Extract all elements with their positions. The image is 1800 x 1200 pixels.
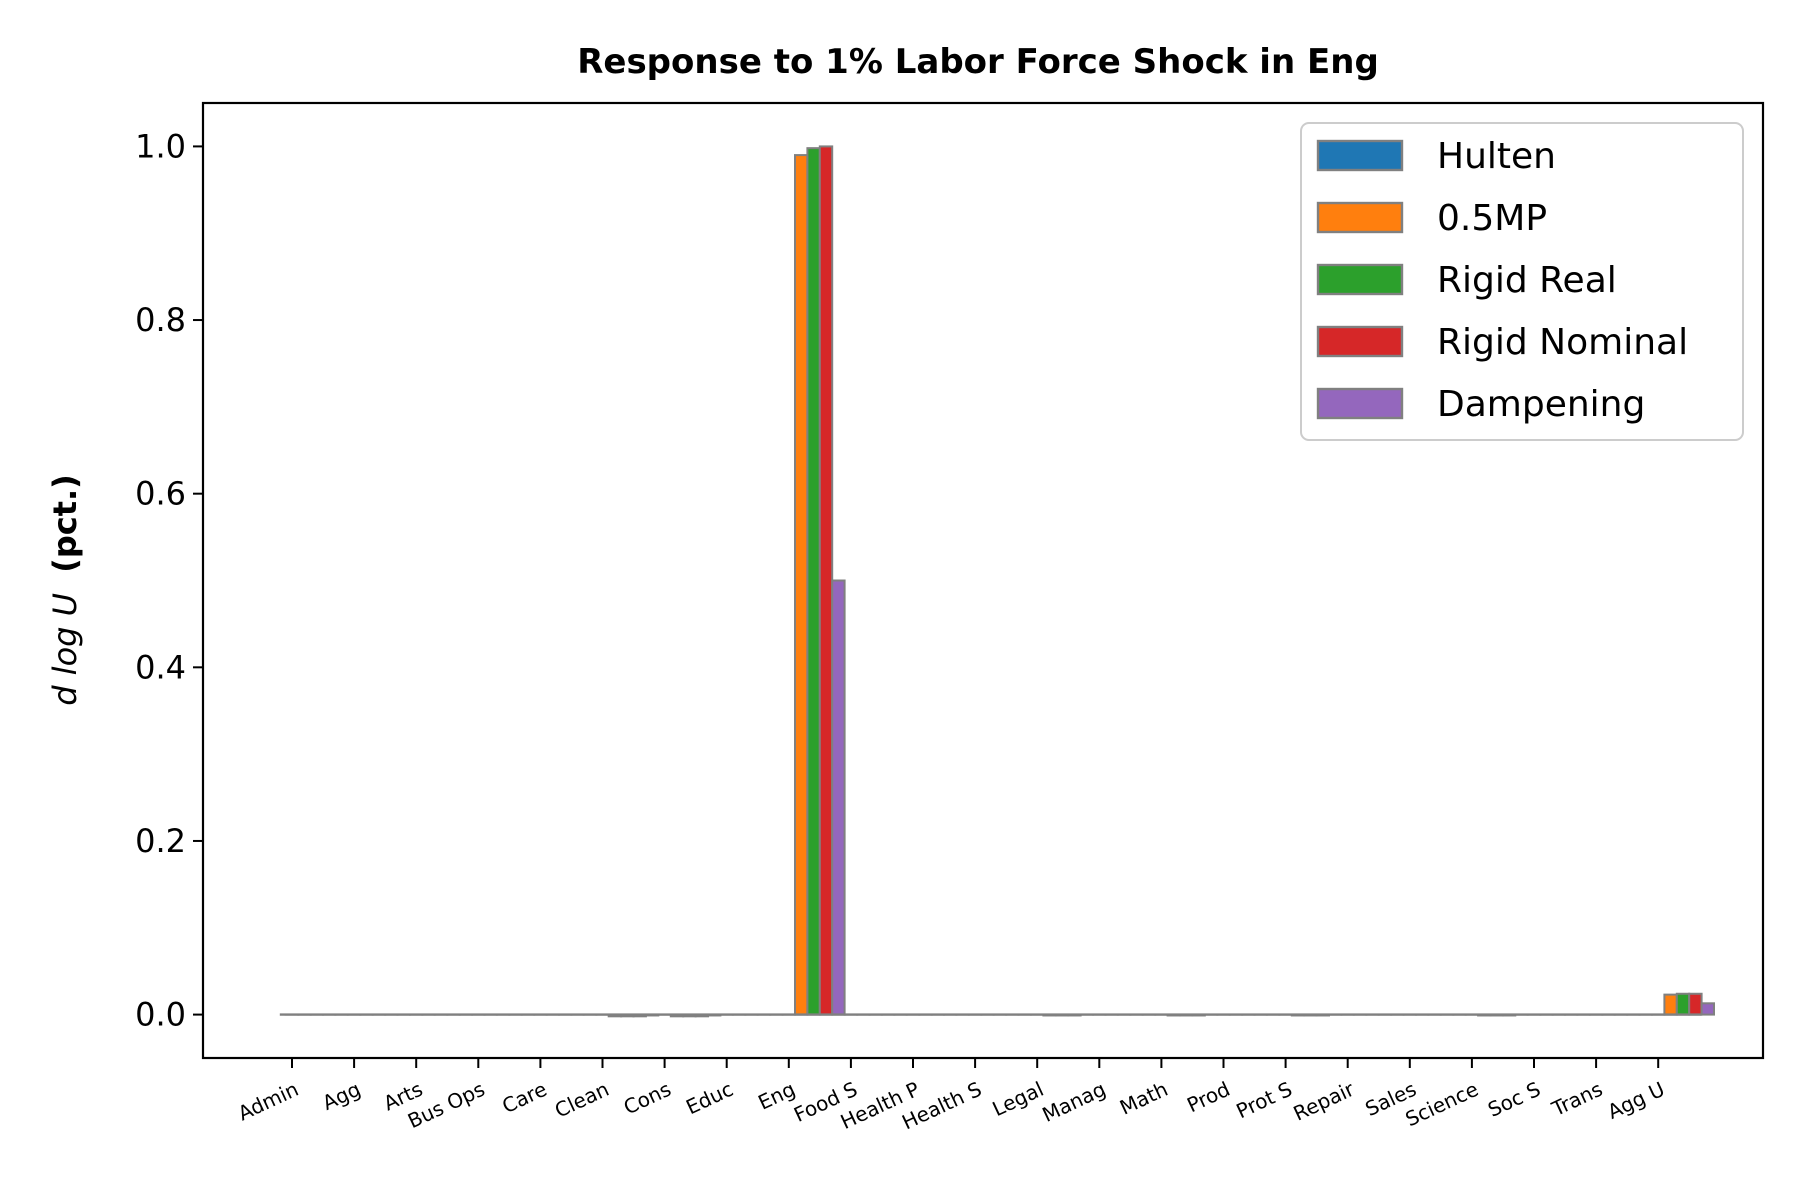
legend: Hulten 0.5MP Rigid Real Rigid Nominal Dampen… [1300,122,1744,441]
y-tick-label: 0.4 [135,648,186,686]
legend-swatch [1316,201,1404,234]
legend-label: Dampening [1437,384,1645,425]
bar-rigid-real-agg-u [1675,992,1691,1016]
y-tick-label: 0.6 [135,475,186,513]
legend-label: Rigid Real [1437,260,1617,301]
chart-title: Response to 1% Labor Force Shock in Eng [577,42,1379,82]
y-tick-label: 1.0 [135,127,186,165]
legend-swatch [1316,139,1404,172]
bar-0-5mp-eng [794,154,809,1016]
bar-rigid-nominal-agg-u [1688,992,1703,1016]
y-tick-label: 0.8 [135,301,186,339]
bar-rigid-real-eng [806,147,821,1016]
bar-0-5mp-agg-u [1663,993,1678,1016]
bar-dampening-agg-u [1700,1002,1715,1016]
plot-frame [201,101,1765,1060]
y-tick-label: 0.0 [135,996,186,1034]
legend-swatch [1316,325,1404,358]
legend-swatch [1316,387,1404,420]
legend-label: 0.5MP [1437,198,1547,239]
y-axis-label-unit: (pct.) [46,474,84,573]
legend-swatch [1316,263,1404,296]
y-axis: 0.0 0.2 0.4 0.6 0.8 1.0 [135,127,203,1034]
legend-label: Rigid Nominal [1437,322,1688,363]
y-tick-label: 0.2 [135,822,186,860]
svg-text:d log U (pct.): d log U (pct.) [46,474,84,706]
y-axis-label-math: d log U [46,593,84,706]
bar-rigid-nominal-eng [818,145,834,1016]
legend-label: Hulten [1437,136,1556,177]
y-axis-label: d log U (pct.) [46,474,84,706]
bar-dampening-eng [831,579,846,1016]
legend-box [1300,122,1744,441]
